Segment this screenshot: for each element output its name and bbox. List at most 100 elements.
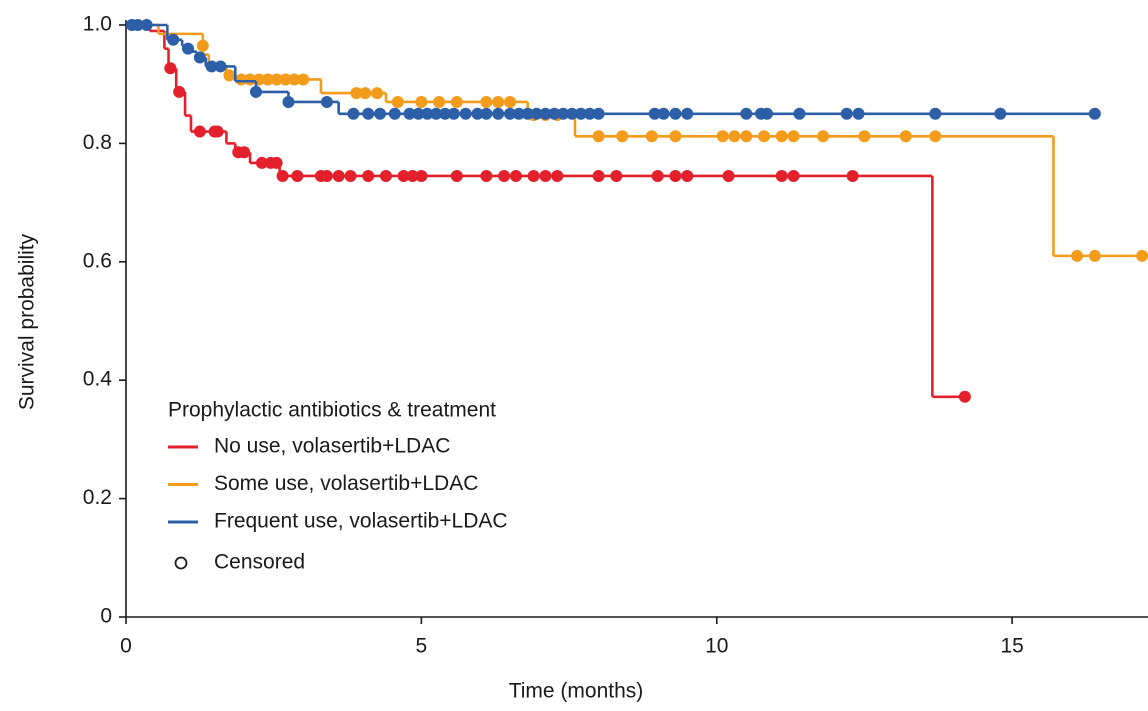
censor-mark — [205, 60, 218, 73]
legend-title: Prophylactic antibiotics & treatment — [168, 399, 496, 422]
censor-mark — [566, 107, 579, 120]
censor-mark — [270, 156, 283, 169]
censor-mark — [430, 107, 443, 120]
censor-mark — [648, 107, 661, 120]
censor-mark — [681, 169, 694, 182]
censor-mark — [131, 19, 144, 31]
legend-label: Some use, volasertib+LDAC — [214, 472, 478, 495]
y-tick-label: 0.4 — [83, 368, 113, 391]
censor-mark — [592, 130, 605, 143]
censor-mark — [539, 107, 552, 120]
censor-mark — [374, 107, 387, 120]
censor-mark — [282, 95, 295, 108]
x-tick-label: 10 — [705, 635, 728, 658]
censor-mark — [521, 107, 534, 120]
censor-mark — [379, 169, 392, 182]
x-tick-label: 0 — [120, 635, 132, 658]
censor-mark — [592, 107, 605, 120]
legend-censored-symbol — [174, 556, 188, 570]
censor-mark — [551, 169, 564, 182]
censor-mark — [276, 169, 289, 182]
censor-mark — [480, 107, 493, 120]
censor-mark — [412, 107, 425, 120]
censor-mark — [681, 107, 694, 120]
censor-mark — [167, 33, 180, 46]
censor-mark — [403, 107, 416, 120]
censor-mark — [929, 130, 942, 143]
censor-mark — [471, 107, 484, 120]
censor-mark — [347, 107, 360, 120]
censor-mark — [492, 107, 505, 120]
censor-mark — [503, 107, 516, 120]
censor-mark — [238, 146, 251, 159]
censor-mark — [362, 169, 375, 182]
censor-mark — [433, 95, 446, 108]
censor-mark — [193, 51, 206, 64]
censor-mark — [958, 390, 971, 403]
y-axis-label: Survival probability — [16, 233, 39, 410]
censor-mark — [651, 169, 664, 182]
censor-mark — [450, 169, 463, 182]
censor-mark — [211, 125, 224, 138]
censor-mark — [858, 130, 871, 143]
censor-mark — [270, 73, 283, 86]
censor-mark — [362, 107, 375, 120]
censor-mark — [1088, 249, 1101, 262]
y-tick-label: 0.8 — [83, 131, 112, 154]
x-tick-label: 5 — [416, 635, 428, 658]
censor-mark — [288, 73, 301, 86]
censor-mark — [846, 169, 859, 182]
censor-mark — [223, 69, 236, 82]
y-tick-label: 0.2 — [83, 486, 112, 509]
censor-mark — [840, 107, 853, 120]
legend-censored-label: Censored — [214, 551, 305, 574]
censor-mark — [164, 62, 177, 75]
censor-mark — [530, 107, 543, 120]
censor-mark — [297, 73, 310, 86]
censor-mark — [332, 169, 345, 182]
censor-mark — [758, 130, 771, 143]
censor-mark — [391, 95, 404, 108]
censor-mark — [406, 169, 419, 182]
censor-mark — [214, 60, 227, 73]
censor-mark — [182, 42, 195, 55]
censor-mark — [994, 107, 1007, 120]
censor-mark — [397, 169, 410, 182]
censor-mark — [509, 169, 522, 182]
censor-mark — [421, 107, 434, 120]
censor-mark — [350, 87, 363, 100]
censor-mark — [539, 169, 552, 182]
censor-mark — [740, 130, 753, 143]
censor-mark — [787, 130, 800, 143]
censor-mark — [173, 85, 186, 98]
legend-label: No use, volasertib+LDAC — [214, 435, 450, 458]
censor-mark — [450, 95, 463, 108]
censor-mark — [439, 107, 452, 120]
censor-mark — [320, 95, 333, 108]
censor-mark — [388, 107, 401, 120]
y-tick-label: 0.6 — [83, 249, 112, 272]
censor-mark — [1071, 249, 1084, 262]
censor-mark — [793, 107, 806, 120]
censor-mark — [291, 169, 304, 182]
censor-mark — [255, 156, 268, 169]
censor-mark — [899, 130, 912, 143]
censor-mark — [716, 130, 729, 143]
censor-mark — [512, 107, 525, 120]
censor-mark — [498, 169, 511, 182]
censor-mark — [775, 130, 788, 143]
censor-mark — [929, 107, 942, 120]
legend-label: Frequent use, volasertib+LDAC — [214, 510, 508, 533]
y-tick-label: 0 — [100, 605, 112, 628]
x-axis-label: Time (months) — [509, 680, 644, 703]
censor-mark — [817, 130, 830, 143]
censor-mark — [1088, 107, 1101, 120]
censor-mark — [480, 169, 493, 182]
censor-mark — [592, 169, 605, 182]
x-tick-label: 15 — [1000, 635, 1023, 658]
censor-mark — [279, 73, 292, 86]
censor-mark — [503, 95, 516, 108]
censor-mark — [415, 169, 428, 182]
censor-mark — [669, 107, 682, 120]
